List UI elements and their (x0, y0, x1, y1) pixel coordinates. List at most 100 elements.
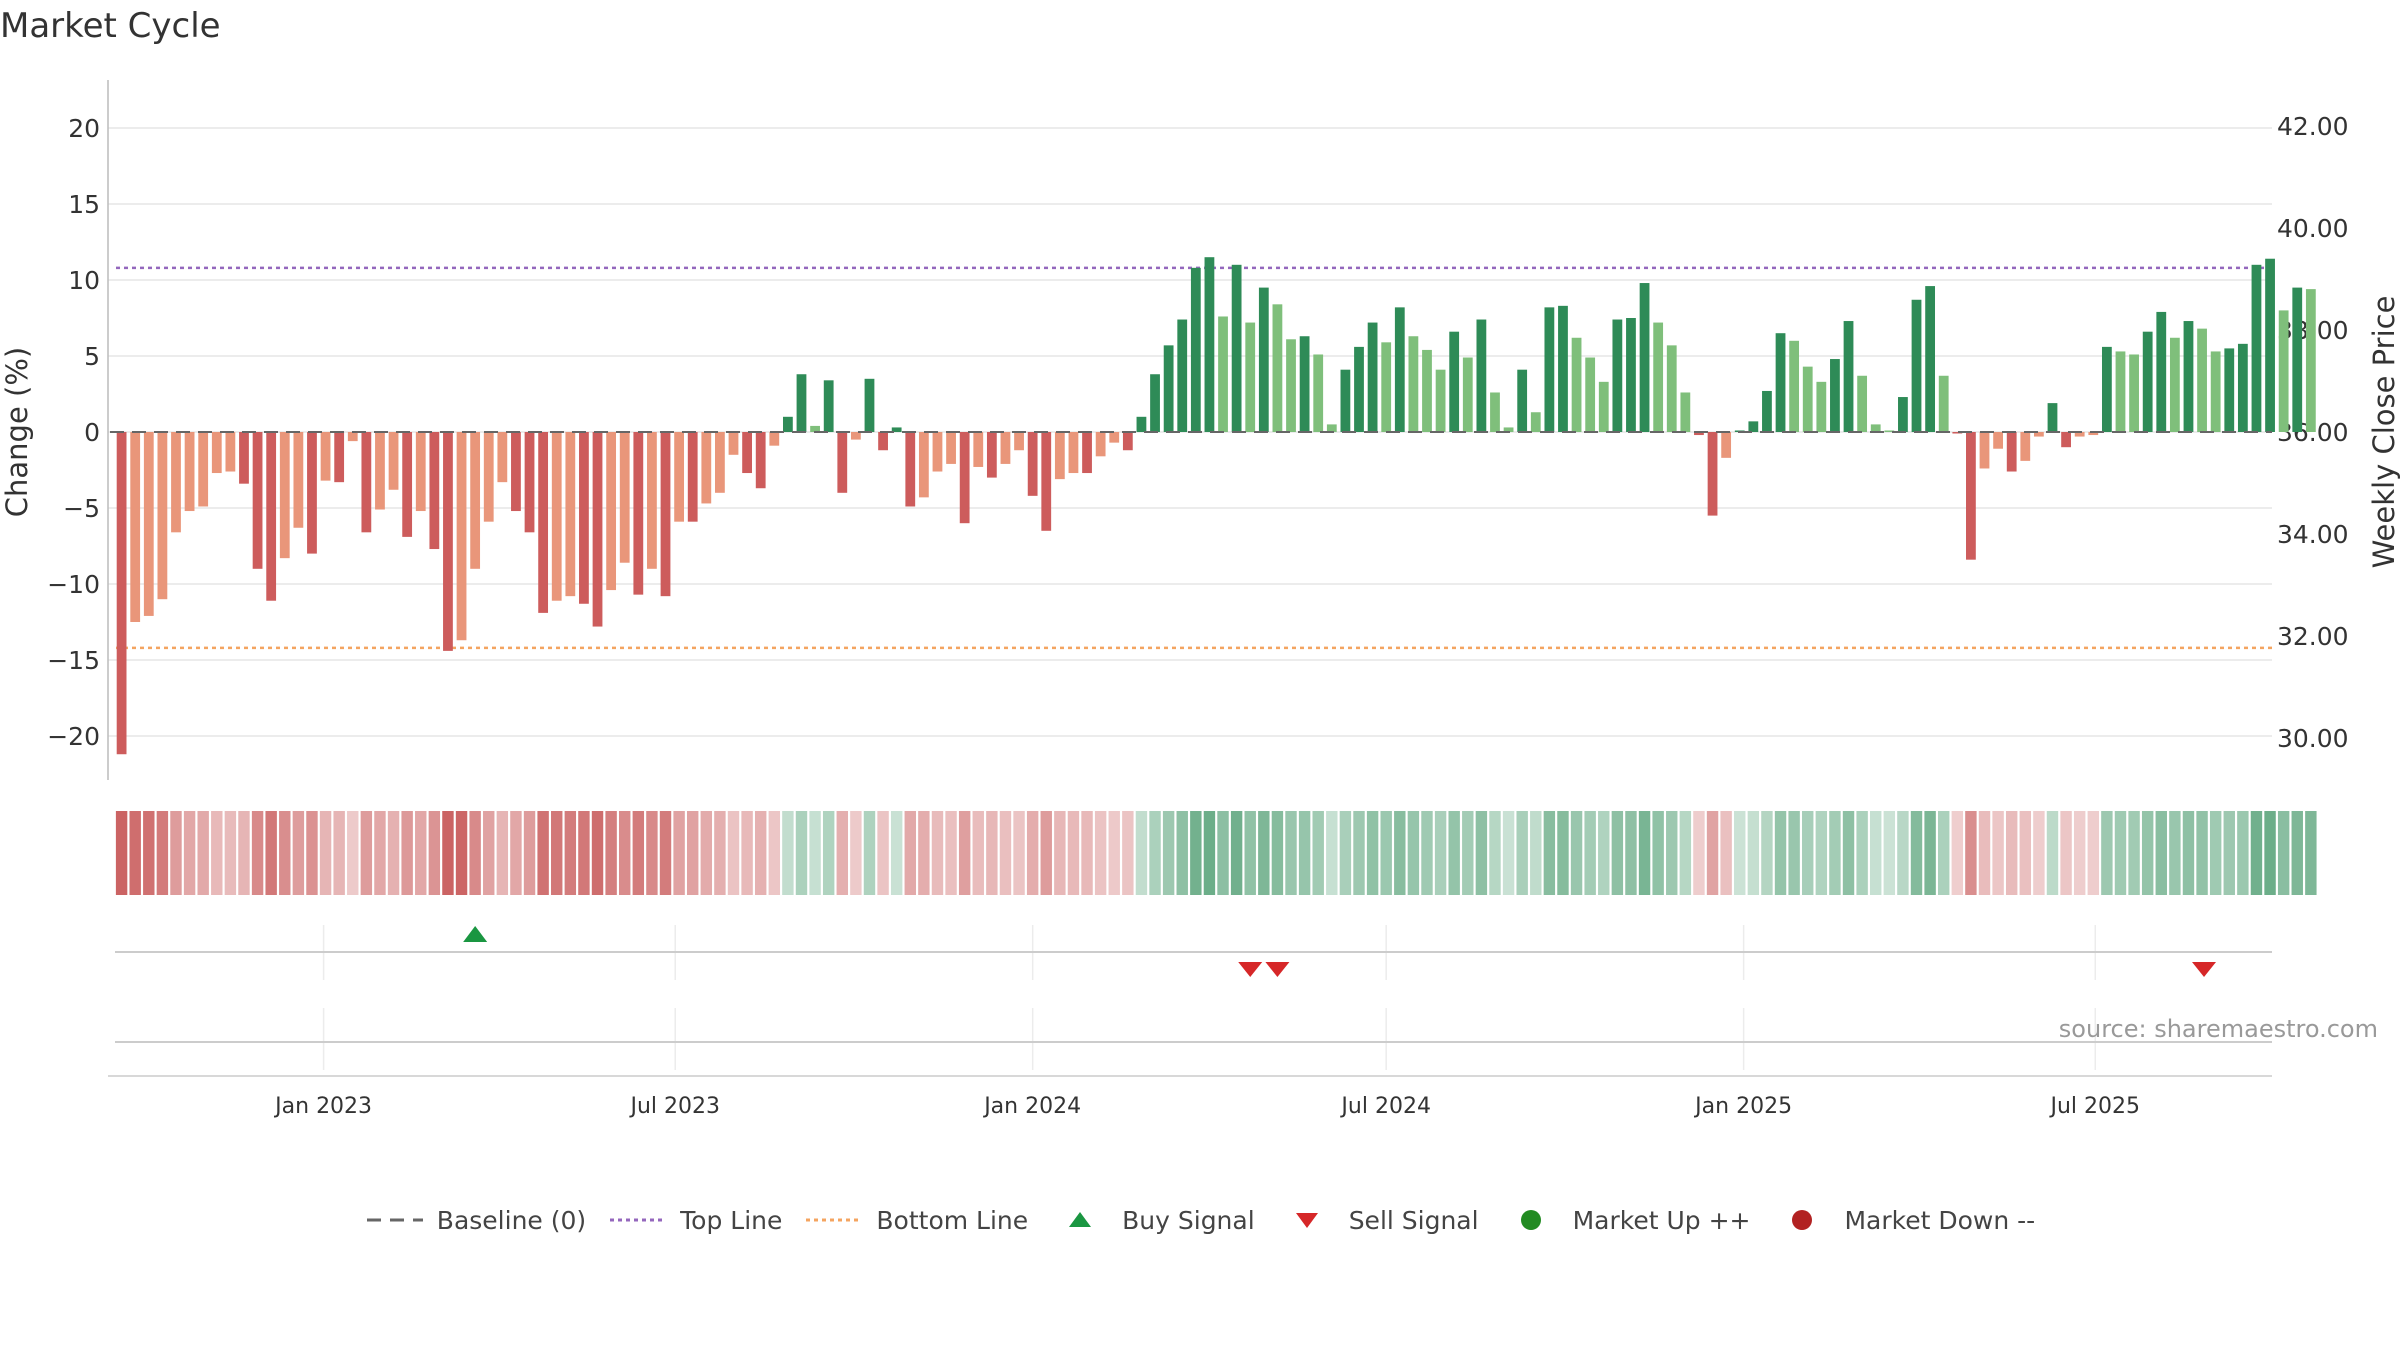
bar (1136, 416, 1147, 432)
heat-cell (1584, 811, 1596, 895)
heat-cell (115, 811, 128, 895)
heat-cell (387, 811, 400, 895)
y-axis-label: Change (%) (0, 347, 34, 517)
bar (334, 432, 345, 483)
legend-item: Bottom Line (804, 1205, 1028, 1235)
bar (239, 432, 249, 484)
bar (1000, 432, 1011, 464)
heat-cell (1054, 811, 1066, 895)
bar (905, 432, 916, 507)
bar (1762, 390, 1772, 432)
bar (864, 378, 875, 432)
bar (143, 432, 154, 616)
bar (2305, 289, 2316, 432)
heat-cell (1842, 811, 1855, 895)
bar (347, 432, 358, 442)
heat-cell (972, 811, 984, 895)
bar (2292, 287, 2303, 432)
heat-cell (401, 811, 413, 895)
bar (2088, 432, 2099, 436)
bar (2020, 432, 2031, 461)
heat-cell (1040, 811, 1052, 895)
heat-cell (1937, 811, 1950, 895)
bar (687, 432, 698, 522)
heat-cell (2060, 811, 2072, 895)
heat-cell (1162, 811, 1175, 895)
bar (2033, 432, 2044, 437)
bar (1449, 331, 1460, 432)
bar (891, 427, 902, 432)
x-tick-label: Jan 2025 (1693, 1094, 1792, 1119)
heat-cell (836, 811, 848, 895)
bar (2047, 403, 2058, 432)
heat-cell (1815, 811, 1828, 895)
triangle-down-icon (1295, 1213, 1318, 1228)
y2-tick-label: 34.00 (2277, 520, 2349, 549)
y-tick-label: −10 (47, 570, 100, 599)
bar (647, 432, 657, 569)
heat-cell (1734, 811, 1746, 895)
bar (1014, 432, 1024, 451)
heat-cell (1897, 811, 1909, 895)
heat-cell (2182, 811, 2195, 895)
x-tick-label: Jul 2024 (1339, 1094, 1431, 1119)
bar (1748, 421, 1759, 432)
legend-item: Market Down -- (1772, 1205, 2035, 1235)
bar (211, 432, 222, 474)
bar (1598, 381, 1609, 432)
bar (1490, 392, 1500, 432)
bar (2101, 346, 2112, 432)
heat-cell (211, 811, 223, 895)
heat-cell (578, 811, 590, 895)
y2-tick-label: 42.00 (2277, 112, 2349, 141)
heat-cell (809, 811, 821, 895)
bar (1204, 257, 1215, 432)
bar (1544, 307, 1555, 432)
heat-cell (591, 811, 604, 895)
circle-icon (1792, 1210, 1813, 1230)
source-label: source: sharemaestro.com (2058, 1015, 2378, 1043)
heat-cell (306, 811, 318, 895)
heat-cell (1530, 811, 1542, 895)
heat-cell (224, 811, 237, 895)
heat-cell (2237, 811, 2249, 895)
bar (429, 432, 440, 550)
bar (1680, 392, 1691, 432)
bar (769, 432, 780, 446)
bar (1870, 424, 1881, 432)
bar (2169, 337, 2180, 432)
bar (701, 432, 712, 504)
legend-label: Baseline (0) (436, 1205, 587, 1235)
heat-cell (2250, 811, 2263, 895)
heat-cell (1951, 811, 1964, 895)
bar (932, 432, 943, 472)
bar (130, 432, 141, 622)
heat-cell (496, 811, 509, 895)
bar (946, 432, 956, 464)
bar (1476, 319, 1487, 432)
dotted-line-icon (806, 1218, 863, 1222)
dash-line-icon (366, 1218, 423, 1222)
heat-cell (2046, 811, 2059, 895)
bar (1612, 319, 1623, 432)
legend-label: Top Line (680, 1205, 783, 1235)
heat-cell (1978, 811, 1991, 895)
bar (1218, 316, 1228, 432)
heat-cell (2223, 811, 2235, 895)
bar (1952, 432, 1963, 434)
bar (252, 432, 263, 569)
heat-cell (1489, 811, 1501, 895)
y-tick-label: −15 (47, 646, 100, 675)
bar (1054, 432, 1065, 480)
heat-cell (918, 811, 930, 895)
heat-cell (795, 811, 808, 895)
heat-cell (1298, 811, 1311, 895)
legend-item: Baseline (0) (365, 1205, 586, 1235)
bar (1843, 321, 1854, 432)
legend-label: Market Up ++ (1572, 1205, 1751, 1235)
heat-cell (2209, 811, 2222, 895)
bar (456, 432, 467, 641)
heat-cell (1611, 811, 1624, 895)
bar (1517, 369, 1528, 432)
heat-cell (238, 811, 250, 895)
